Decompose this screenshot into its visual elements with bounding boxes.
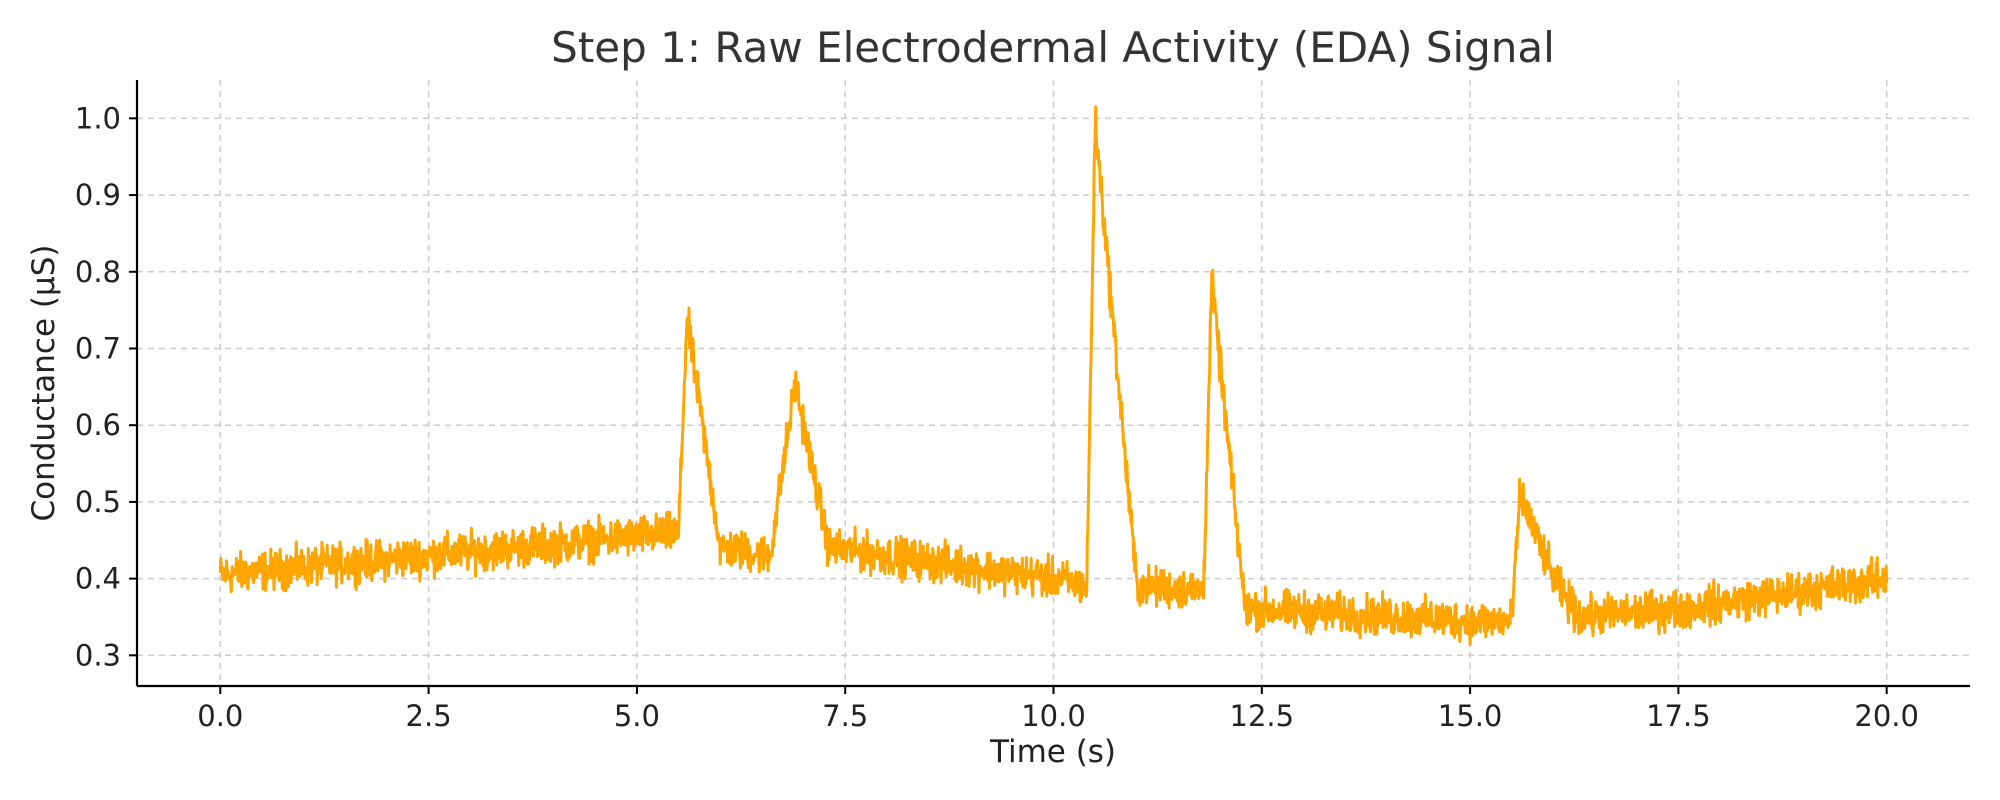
x-tick-label: 2.5 [406,699,452,733]
x-tick-label: 20.0 [1854,699,1919,733]
x-tick-label: 15.0 [1438,699,1503,733]
y-tick-label: 0.6 [75,408,121,442]
x-tick-label: 12.5 [1230,699,1295,733]
y-tick-label: 0.9 [75,178,121,212]
y-tick-label: 0.8 [75,255,121,289]
y-tick-label: 0.5 [75,485,121,519]
y-tick-label: 0.7 [75,331,121,365]
x-tick-label: 7.5 [822,699,868,733]
y-tick-label: 1.0 [75,101,121,135]
grid [137,80,1970,686]
x-axis-ticks: 0.0 2.5 5.0 7.5 10.0 12.5 15.0 17.5 20.0 [197,686,1919,733]
x-tick-label: 17.5 [1646,699,1711,733]
eda-signal-line [218,105,1889,646]
x-tick-label: 5.0 [614,699,660,733]
y-tick-label: 0.4 [75,562,121,596]
y-axis-ticks: 0.3 0.4 0.5 0.6 0.7 0.8 0.9 1.0 [75,101,137,672]
x-axis-label: Time (s) [989,734,1116,770]
y-tick-label: 0.3 [75,638,121,672]
x-tick-label: 0.0 [197,699,243,733]
chart-title: Step 1: Raw Electrodermal Activity (EDA)… [551,23,1555,72]
x-tick-label: 10.0 [1021,699,1086,733]
y-axis-label: Conductance (µS) [26,245,62,522]
